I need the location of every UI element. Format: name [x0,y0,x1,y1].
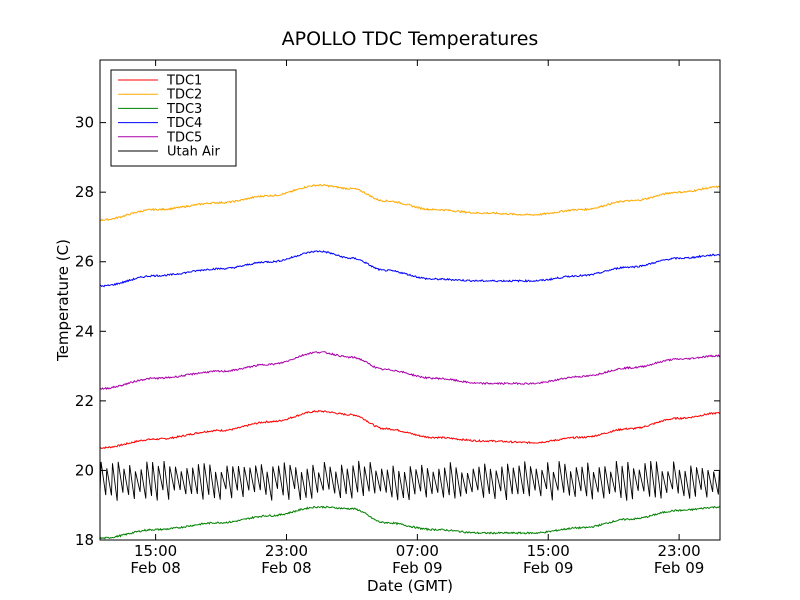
y-axis-label: Temperature (C) [54,239,72,362]
chart-title: APOLLO TDC Temperatures [282,28,539,50]
x-tick-label-date: Feb 09 [392,559,442,577]
x-tick-label-time: 15:00 [134,542,177,560]
y-tick-label: 18 [75,531,94,549]
legend-label: TDC1 [166,74,202,89]
legend-label: Utah Air [167,145,220,160]
legend-label: TDC5 [166,130,202,145]
x-tick-label-time: 23:00 [657,542,700,560]
series-line-tdc1 [99,409,721,450]
y-tick-label: 30 [75,114,94,132]
series-line-tdc3 [99,505,721,540]
y-tick-label: 24 [75,322,94,340]
series-line-tdc2 [99,183,721,222]
y-tick-label: 26 [75,253,94,271]
legend-label: TDC2 [166,88,202,103]
series-line-utah-air [99,460,720,501]
y-tick-label: 20 [75,461,94,479]
plot-series [99,183,721,540]
y-tick-label: 28 [75,183,94,201]
x-tick-label-date: Feb 09 [523,559,573,577]
x-tick-label-time: 15:00 [527,542,570,560]
plot-frame [99,59,721,541]
legend-box [110,69,237,167]
legend-label: TDC3 [166,102,202,117]
x-tick-label-date: Feb 08 [130,559,180,577]
y-tick-label: 22 [75,392,94,410]
x-tick-label-date: Feb 09 [654,559,704,577]
x-tick-label-date: Feb 08 [261,559,311,577]
series-line-tdc5 [99,351,721,391]
legend-label: TDC4 [166,116,202,131]
series-line-tdc4 [99,250,721,288]
x-axis-label: Date (GMT) [367,577,453,595]
x-tick-label-time: 23:00 [265,542,308,560]
x-tick-label-time: 07:00 [396,542,439,560]
